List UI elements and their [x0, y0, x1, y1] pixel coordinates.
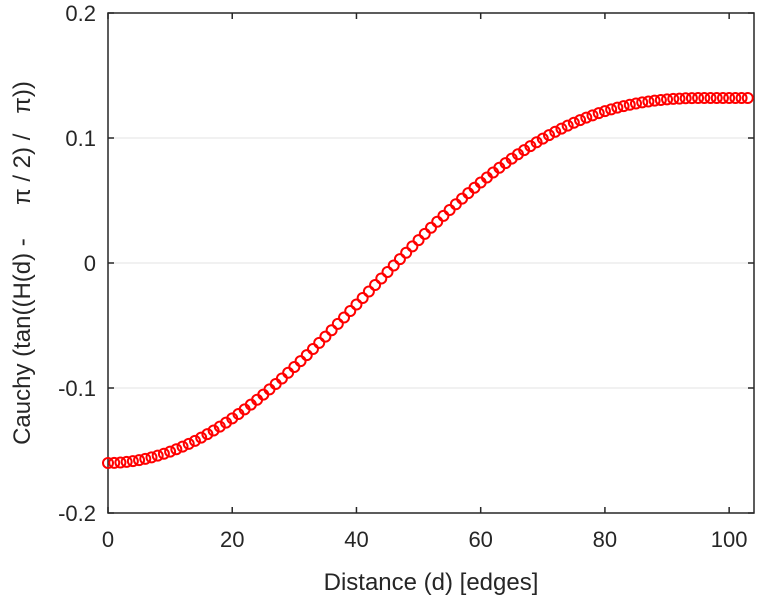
data-point: [418, 227, 431, 240]
data-point: [567, 116, 580, 129]
data-point: [344, 305, 357, 317]
data-point: [182, 437, 195, 450]
data-point: [667, 92, 680, 105]
x-tick-label: 0: [102, 527, 114, 552]
data-point: [170, 443, 183, 456]
data-point: [623, 98, 636, 111]
data-point: [313, 336, 326, 349]
data-point: [543, 129, 556, 142]
data-point: [201, 428, 214, 441]
data-markers: [102, 92, 754, 469]
data-point: [580, 111, 593, 124]
x-tick-label: 100: [711, 527, 748, 552]
data-point: [561, 119, 574, 132]
y-tick-label: 0: [84, 251, 96, 276]
data-point: [325, 324, 338, 337]
x-tick-label: 20: [220, 527, 244, 552]
data-point: [611, 101, 624, 114]
data-point: [338, 311, 351, 324]
data-point: [126, 455, 139, 468]
data-point: [157, 447, 170, 460]
data-point: [735, 92, 748, 104]
data-point: [629, 97, 642, 110]
y-tick-label: -0.2: [58, 501, 96, 526]
data-point: [114, 456, 127, 469]
data-point: [195, 431, 208, 444]
data-point: [133, 454, 146, 467]
data-point: [139, 452, 152, 465]
data-point: [151, 449, 164, 462]
x-tick-label: 40: [344, 527, 368, 552]
data-point: [319, 330, 332, 343]
data-point: [524, 140, 537, 153]
data-point: [685, 92, 698, 105]
data-point: [412, 234, 425, 247]
data-point: [350, 298, 363, 311]
data-point: [102, 457, 114, 469]
y-tick-label: 0.2: [65, 1, 96, 26]
data-point: [716, 92, 729, 104]
y-tick-label: 0.1: [65, 126, 96, 151]
data-point: [698, 92, 711, 104]
grid-lines: [108, 137, 754, 389]
data-point: [300, 349, 313, 362]
data-point: [369, 279, 382, 291]
data-point: [362, 285, 375, 298]
data-point: [381, 266, 394, 278]
data-point: [704, 92, 717, 104]
data-point: [425, 221, 437, 234]
x-tick-label: 60: [468, 527, 492, 552]
data-point: [654, 94, 667, 106]
data-point: [555, 122, 568, 135]
data-point: [673, 92, 686, 105]
data-point: [679, 92, 692, 105]
data-point: [648, 94, 661, 107]
y-tick-label: -0.1: [58, 376, 96, 401]
x-tick-label: 80: [593, 527, 617, 552]
data-point: [642, 95, 655, 108]
data-point: [176, 440, 189, 453]
data-point: [636, 96, 649, 109]
data-point: [723, 92, 736, 104]
data-point: [536, 132, 549, 145]
axis-ticks: -0.2 -0.1 0 0.1 0.2 0 20 40 60 80 100: [58, 1, 754, 552]
data-point: [741, 92, 754, 104]
data-point: [692, 92, 705, 104]
data-point: [400, 246, 413, 259]
data-point: [393, 253, 406, 266]
data-point: [661, 93, 674, 106]
data-point: [387, 259, 400, 272]
data-point: [294, 355, 307, 368]
data-point: [306, 343, 319, 355]
x-axis-label: Distance (d) [edges]: [324, 569, 539, 596]
data-point: [586, 109, 599, 122]
data-point: [120, 455, 133, 468]
data-point: [207, 424, 220, 437]
data-point: [574, 114, 587, 127]
data-point: [331, 317, 344, 330]
data-point: [729, 92, 742, 104]
data-point: [375, 272, 388, 285]
data-point: [598, 105, 611, 118]
data-point: [145, 451, 158, 464]
data-point: [356, 292, 369, 304]
data-point: [549, 125, 562, 138]
data-point: [188, 434, 201, 447]
data-point: [710, 92, 723, 104]
data-point: [617, 100, 630, 113]
data-point: [108, 456, 121, 469]
data-point: [530, 136, 543, 149]
data-point: [605, 103, 618, 116]
data-point: [592, 107, 605, 120]
y-axis-label: Cauchy (tan((H(d) - π / 2) / π)): [9, 81, 36, 445]
data-point: [406, 240, 419, 253]
data-point: [164, 445, 177, 458]
